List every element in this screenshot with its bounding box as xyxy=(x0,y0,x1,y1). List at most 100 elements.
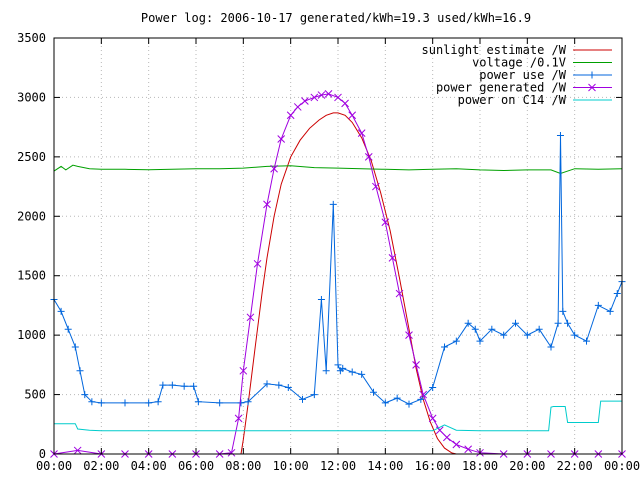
data-point-plus xyxy=(405,400,413,408)
legend-label: power on C14 /W xyxy=(458,93,567,107)
data-point-plus xyxy=(190,382,198,390)
data-point-plus xyxy=(547,343,555,351)
data-point-plus xyxy=(358,370,366,378)
data-point-plus xyxy=(88,398,96,406)
data-point-cross xyxy=(405,331,413,339)
data-point-plus xyxy=(310,391,318,399)
series-voltage-0-1v xyxy=(53,164,623,175)
data-point-cross xyxy=(341,99,349,108)
series-line xyxy=(240,112,457,455)
series-power-generated-w xyxy=(50,90,626,458)
y-tick-label: 1500 xyxy=(17,269,46,283)
data-point-plus xyxy=(559,307,567,315)
data-point-cross xyxy=(234,414,243,423)
y-tick-label: 3000 xyxy=(17,90,46,104)
data-point-plus xyxy=(571,331,579,339)
series-line xyxy=(53,93,622,455)
data-point-cross xyxy=(310,93,319,102)
series-line xyxy=(54,400,622,432)
data-point-plus xyxy=(57,307,65,315)
data-point-cross xyxy=(334,93,342,102)
legend-label: voltage /0.1V xyxy=(472,56,566,70)
data-point-cross xyxy=(381,218,390,227)
series-layer xyxy=(50,90,626,458)
data-point-plus xyxy=(429,383,437,391)
series-sunlight-estimate-w xyxy=(240,112,457,455)
data-point-plus xyxy=(71,343,79,351)
data-point-plus xyxy=(97,399,105,407)
data-point-cross xyxy=(263,200,271,209)
data-point-plus xyxy=(121,399,129,407)
data-point-cross xyxy=(293,103,302,111)
legend-label: sunlight estimate /W xyxy=(422,43,567,57)
data-point-cross xyxy=(324,90,333,98)
data-point-plus xyxy=(476,337,484,345)
y-tick-label: 0 xyxy=(39,447,46,461)
data-point-plus xyxy=(145,399,153,407)
data-point-plus xyxy=(512,319,519,327)
data-point-plus xyxy=(452,337,460,345)
data-point-plus xyxy=(81,391,89,399)
data-point-plus xyxy=(64,325,72,333)
data-point-plus xyxy=(334,361,342,369)
data-point-plus xyxy=(348,368,356,376)
data-point-plus xyxy=(299,395,306,403)
x-tick-label: 22:00 xyxy=(557,459,593,473)
x-tick-label: 18:00 xyxy=(462,459,498,473)
data-point-cross xyxy=(246,313,255,322)
x-tick-label: 10:00 xyxy=(273,459,309,473)
data-point-plus xyxy=(588,71,596,79)
data-point-plus xyxy=(381,399,389,407)
data-point-plus xyxy=(216,399,224,407)
data-point-plus xyxy=(564,319,572,327)
y-tick-label: 2000 xyxy=(17,209,46,223)
x-tick-label: 00:00 xyxy=(36,459,72,473)
x-tick-label: 02:00 xyxy=(83,459,119,473)
axis-ticks: 00:00 02:00 04:00 06:00 08:00 10:00 12:00 14:00… xyxy=(17,31,640,473)
legend-label: power generated /W xyxy=(436,81,567,95)
data-point-plus xyxy=(556,131,564,139)
data-point-cross xyxy=(388,254,397,262)
data-point-plus xyxy=(583,337,590,345)
data-point-plus xyxy=(535,325,543,333)
data-point-plus xyxy=(76,367,84,375)
data-point-plus xyxy=(263,380,271,388)
data-point-plus xyxy=(393,394,401,402)
data-point-plus xyxy=(339,364,347,372)
x-tick-label: 08:00 xyxy=(225,459,261,473)
data-point-cross xyxy=(277,135,286,143)
x-tick-label: 04:00 xyxy=(131,459,167,473)
data-point-plus xyxy=(613,290,621,298)
chart-title: Power log: 2006-10-17 generated/kWh=19.3… xyxy=(141,11,531,25)
data-point-cross xyxy=(357,129,366,137)
data-point-plus xyxy=(244,398,252,406)
y-tick-label: 500 xyxy=(24,388,46,402)
data-point-plus xyxy=(370,388,377,396)
data-point-cross xyxy=(395,289,404,298)
data-point-cross xyxy=(364,153,373,161)
data-point-plus xyxy=(284,383,292,391)
legend-label: power use /W xyxy=(479,68,566,82)
series-power-on-c14-w xyxy=(54,400,622,432)
data-point-cross xyxy=(239,366,248,375)
data-point-plus xyxy=(180,382,188,390)
data-point-cross xyxy=(73,446,82,455)
data-point-plus xyxy=(237,399,245,407)
data-point-cross xyxy=(412,361,420,369)
data-point-plus xyxy=(471,325,479,333)
data-point-cross xyxy=(428,414,437,423)
data-point-plus xyxy=(168,381,176,389)
x-tick-label: 14:00 xyxy=(367,459,403,473)
data-point-plus xyxy=(275,381,283,389)
data-point-plus xyxy=(606,307,614,315)
data-point-cross xyxy=(443,433,451,442)
data-point-cross xyxy=(372,182,380,191)
y-tick-label: 2500 xyxy=(17,150,46,164)
data-point-plus xyxy=(554,319,562,327)
data-point-cross xyxy=(270,164,278,173)
series-power-use-w xyxy=(50,131,626,408)
data-point-cross xyxy=(227,448,236,457)
data-point-plus xyxy=(594,301,602,309)
data-point-cross xyxy=(588,83,596,92)
